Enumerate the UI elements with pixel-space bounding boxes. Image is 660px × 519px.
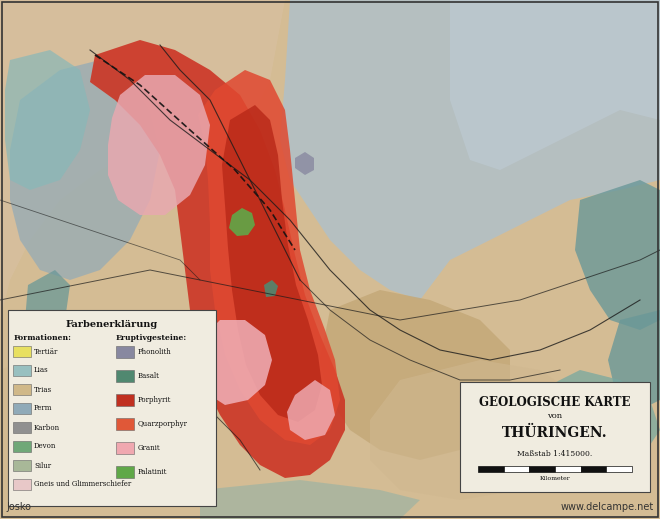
Text: Trias: Trias xyxy=(34,386,52,393)
Polygon shape xyxy=(198,70,340,445)
Text: Phonolith: Phonolith xyxy=(138,348,172,356)
Polygon shape xyxy=(200,480,420,519)
Text: Maßstab 1:415000.: Maßstab 1:415000. xyxy=(517,450,593,458)
Bar xyxy=(13,384,31,395)
Text: GEOLOGISCHE KARTE: GEOLOGISCHE KARTE xyxy=(479,396,631,409)
Polygon shape xyxy=(90,40,345,478)
Polygon shape xyxy=(320,290,510,460)
Text: Gneis und Glimmerschiefer: Gneis und Glimmerschiefer xyxy=(34,481,131,488)
Polygon shape xyxy=(196,320,272,405)
Text: Karbon: Karbon xyxy=(34,424,60,431)
Text: THÜRINGEN.: THÜRINGEN. xyxy=(502,426,608,440)
Text: Formationen:: Formationen: xyxy=(14,334,72,342)
Polygon shape xyxy=(108,75,210,215)
Bar xyxy=(504,466,529,472)
Bar xyxy=(13,441,31,452)
Text: von: von xyxy=(547,412,562,420)
Bar xyxy=(8,310,216,506)
Bar xyxy=(581,466,607,472)
Text: Quarzporphyr: Quarzporphyr xyxy=(138,420,188,428)
Polygon shape xyxy=(229,208,255,236)
Text: Farbenerklärung: Farbenerklärung xyxy=(66,320,158,329)
Bar xyxy=(116,466,134,478)
Polygon shape xyxy=(10,60,160,280)
Bar xyxy=(555,466,581,472)
Text: Perm: Perm xyxy=(34,404,53,413)
Text: Devon: Devon xyxy=(34,443,56,450)
Bar xyxy=(13,460,31,471)
Text: Tertiär: Tertiär xyxy=(34,348,58,356)
Text: Eruptivgesteine:: Eruptivgesteine: xyxy=(116,334,187,342)
Polygon shape xyxy=(295,152,314,175)
Bar xyxy=(13,346,31,357)
Polygon shape xyxy=(0,340,180,500)
Bar xyxy=(13,479,31,490)
Text: Granit: Granit xyxy=(138,444,160,452)
Polygon shape xyxy=(222,105,322,422)
Text: Basalt: Basalt xyxy=(138,372,160,380)
Bar xyxy=(529,466,555,472)
Bar xyxy=(116,394,134,406)
Bar xyxy=(13,365,31,376)
Text: Josko: Josko xyxy=(6,502,31,512)
Text: Lias: Lias xyxy=(34,366,49,375)
Text: www.delcampe.net: www.delcampe.net xyxy=(561,502,654,512)
Polygon shape xyxy=(0,0,285,320)
Bar xyxy=(116,442,134,454)
Bar xyxy=(116,418,134,430)
Polygon shape xyxy=(280,0,660,300)
Text: Silur: Silur xyxy=(34,461,51,470)
Polygon shape xyxy=(575,180,660,330)
Bar xyxy=(478,466,504,472)
Bar xyxy=(116,346,134,358)
Polygon shape xyxy=(5,50,90,190)
Bar xyxy=(116,370,134,382)
Polygon shape xyxy=(450,0,660,170)
Polygon shape xyxy=(540,370,660,470)
Text: Kilometer: Kilometer xyxy=(540,476,570,481)
Bar xyxy=(13,403,31,414)
Polygon shape xyxy=(287,380,335,440)
Polygon shape xyxy=(608,310,660,410)
Polygon shape xyxy=(264,280,278,297)
Text: Palatinit: Palatinit xyxy=(138,468,168,476)
Bar xyxy=(607,466,632,472)
Polygon shape xyxy=(370,360,580,500)
Text: Porphyrit: Porphyrit xyxy=(138,396,172,404)
Bar xyxy=(460,382,650,492)
Polygon shape xyxy=(25,270,70,335)
Bar xyxy=(13,422,31,433)
